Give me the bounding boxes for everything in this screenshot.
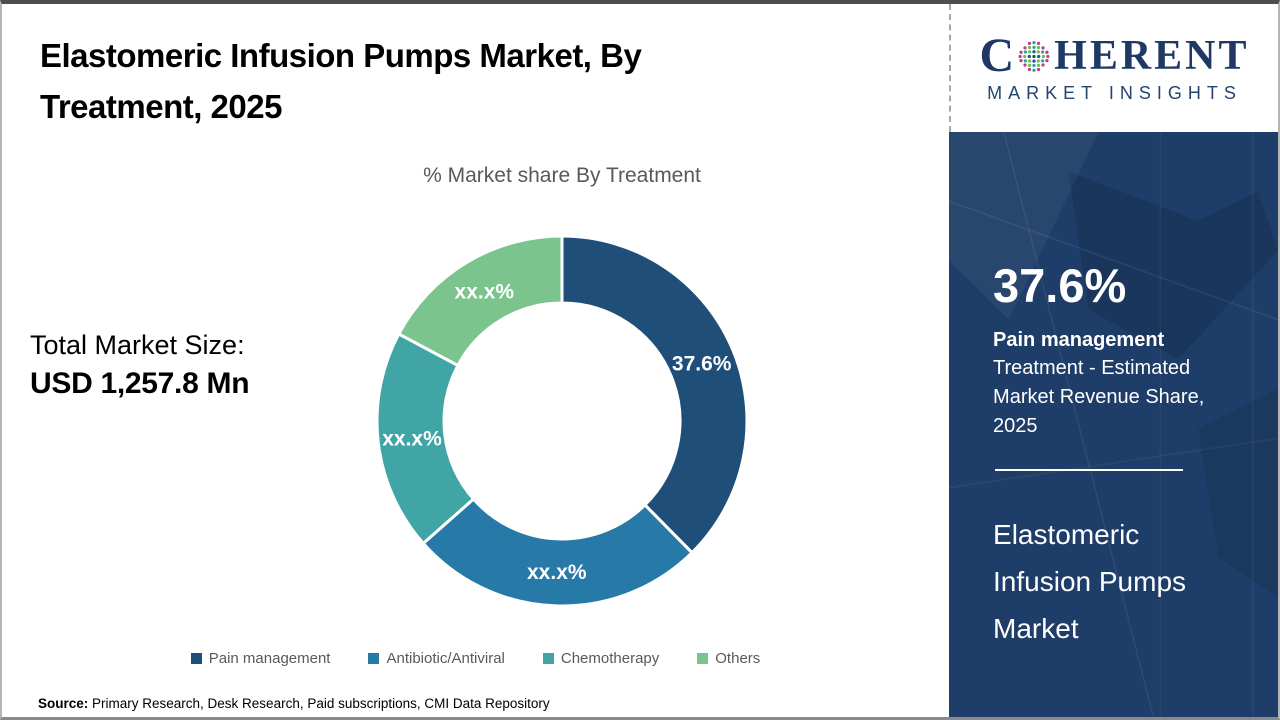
brand-letters-rest: HERENT: [1054, 33, 1250, 79]
legend-label-others: Others: [715, 650, 761, 667]
brand-letter-c: C: [979, 29, 1015, 82]
globe-icon: [1018, 41, 1050, 72]
source-note: Source: Primary Research, Desk Research,…: [38, 696, 550, 711]
report-title: Elastomeric Infusion Pumps Market: [993, 519, 1187, 645]
donut-slice-others: [396, 234, 564, 368]
legend-label-antibiotic-antiviral: Antibiotic/Antiviral: [386, 650, 505, 667]
total-market-size-label: Total Market Size:: [30, 330, 245, 360]
page-title: Elastomeric Infusion Pumps Market, By Tr…: [40, 37, 642, 126]
donut-slice-antibiotic-antiviral: [421, 496, 695, 608]
legend-item-pain-management: Pain management: [190, 650, 331, 667]
legend-swatch-pain-management: [190, 653, 202, 664]
slice-label-others: xx.x%: [455, 281, 515, 304]
legend-item-chemotherapy: Chemotherapy: [542, 650, 660, 667]
chart-legend: Pain management Antibiotic/Antiviral Chemo…: [2, 650, 949, 667]
donut-slice-pain-management: [560, 234, 749, 555]
sidebar-divider: [995, 469, 1184, 472]
brand-tagline: MARKET INSIGHTS: [987, 83, 1242, 103]
highlight-stat-segment: Pain management: [993, 329, 1165, 352]
legend-item-antibiotic-antiviral: Antibiotic/Antiviral: [368, 650, 505, 667]
legend-swatch-antibiotic-antiviral: [368, 653, 380, 664]
source-text: Primary Research, Desk Research, Paid su…: [88, 696, 550, 711]
legend-label-chemotherapy: Chemotherapy: [560, 650, 660, 667]
brand-wordmark: C HERENT: [979, 32, 1249, 80]
legend-swatch-others: [697, 653, 709, 664]
total-market-size-value: USD 1,257.8 Mn: [30, 367, 250, 400]
main-content: Elastomeric Infusion Pumps Market, By Tr…: [2, 4, 950, 717]
sidebar-panel: 37.6% Pain management Treatment - Estima…: [949, 132, 1278, 717]
total-market-size: Total Market Size: USD 1,257.8 Mn: [30, 330, 250, 401]
donut-chart: 37.6% xx.x% xx.x% xx.x%: [375, 234, 749, 608]
source-label: Source:: [38, 696, 89, 711]
highlight-stat-description: Treatment - Estimated Market Revenue Sha…: [993, 357, 1205, 438]
legend-swatch-chemotherapy: [542, 653, 554, 664]
brand-logo: C HERENT MARKET INSIGHTS: [949, 4, 1278, 132]
chart-title: % Market share By Treatment: [423, 164, 701, 187]
slice-label-pain-management: 37.6%: [672, 353, 732, 376]
legend-label-pain-management: Pain management: [208, 650, 331, 667]
highlight-stat-value: 37.6%: [993, 259, 1127, 312]
slice-label-chemotherapy: xx.x%: [382, 428, 442, 451]
sidebar: C HERENT MARKET INSIGHTS: [949, 4, 1278, 717]
slice-label-antibiotic-antiviral: xx.x%: [527, 561, 587, 584]
legend-item-others: Others: [697, 650, 760, 667]
